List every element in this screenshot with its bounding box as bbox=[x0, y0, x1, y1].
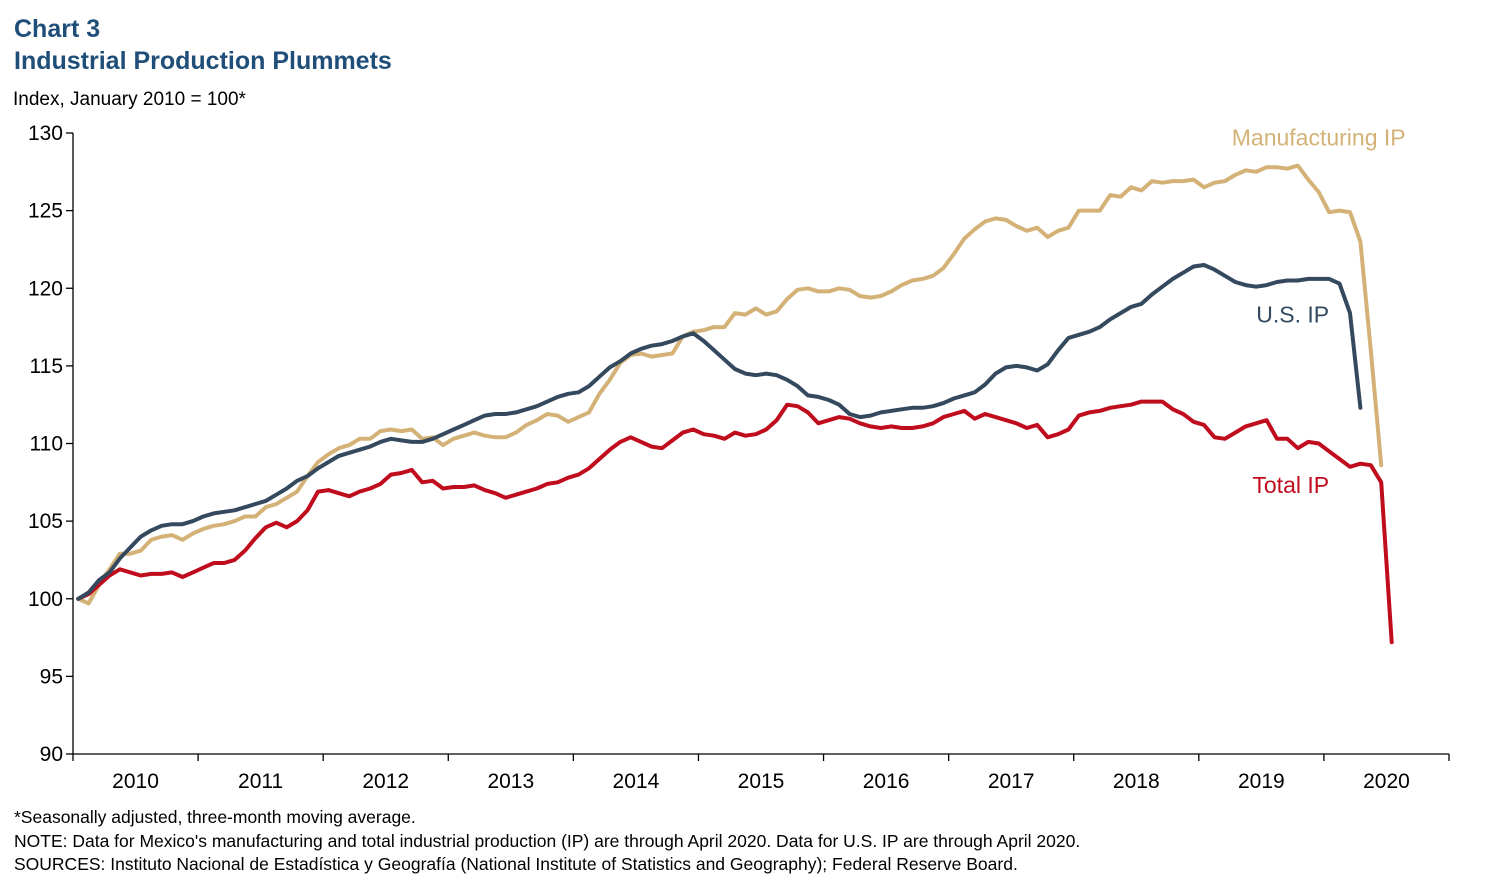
y-axis-unit-label: Index, January 2010 = 100* bbox=[13, 89, 246, 110]
us-series-label: U.S. IP bbox=[1256, 301, 1329, 327]
x-tick-label: 2011 bbox=[238, 770, 283, 793]
y-tick-label: 130 bbox=[28, 122, 63, 145]
y-tick-label: 105 bbox=[28, 510, 63, 533]
footnote-seasonal: *Seasonally adjusted, three-month moving… bbox=[14, 807, 416, 827]
chart-title: Industrial Production Plummets bbox=[14, 47, 392, 75]
y-tick-label: 95 bbox=[40, 665, 63, 688]
y-tick-label: 100 bbox=[28, 588, 63, 611]
series-lines bbox=[76, 163, 1394, 645]
y-tick-label: 125 bbox=[28, 200, 63, 223]
y-tick-label: 90 bbox=[40, 743, 63, 766]
us-line bbox=[76, 263, 1363, 601]
x-tick-label: 2018 bbox=[1113, 770, 1160, 793]
footnote-sources: SOURCES: Instituto Nacional de Estadísti… bbox=[14, 854, 1018, 874]
y-tick-label: 115 bbox=[30, 355, 63, 378]
x-tick-label: 2017 bbox=[988, 770, 1035, 793]
footnote-note: NOTE: Data for Mexico's manufacturing an… bbox=[14, 831, 1081, 851]
x-tick-label: 2019 bbox=[1238, 770, 1285, 793]
total-series-label: Total IP bbox=[1252, 472, 1329, 498]
x-tick-label: 2012 bbox=[362, 770, 409, 793]
line-chart: 90 95 100 105 110 115 120 125 130 2010 2011 2012 201… bbox=[28, 122, 1450, 793]
manufacturing-line bbox=[76, 163, 1384, 606]
y-tick-label: 110 bbox=[30, 433, 63, 456]
chart-number: Chart 3 bbox=[14, 15, 101, 43]
x-tick-label: 2016 bbox=[863, 770, 910, 793]
x-tick-label: 2015 bbox=[738, 770, 785, 793]
y-tick-label: 120 bbox=[28, 277, 63, 300]
x-tick-label: 2020 bbox=[1363, 770, 1410, 793]
manufacturing-series-label: Manufacturing IP bbox=[1232, 124, 1406, 150]
x-tick-label: 2010 bbox=[112, 770, 159, 793]
axes: 90 95 100 105 110 115 120 125 130 2010 2011 2012 201… bbox=[28, 122, 1450, 793]
x-tick-label: 2013 bbox=[487, 770, 534, 793]
x-tick-label: 2014 bbox=[613, 770, 660, 793]
total-line bbox=[76, 399, 1394, 645]
series-labels: Manufacturing IP U.S. IP Total IP bbox=[1232, 124, 1406, 498]
